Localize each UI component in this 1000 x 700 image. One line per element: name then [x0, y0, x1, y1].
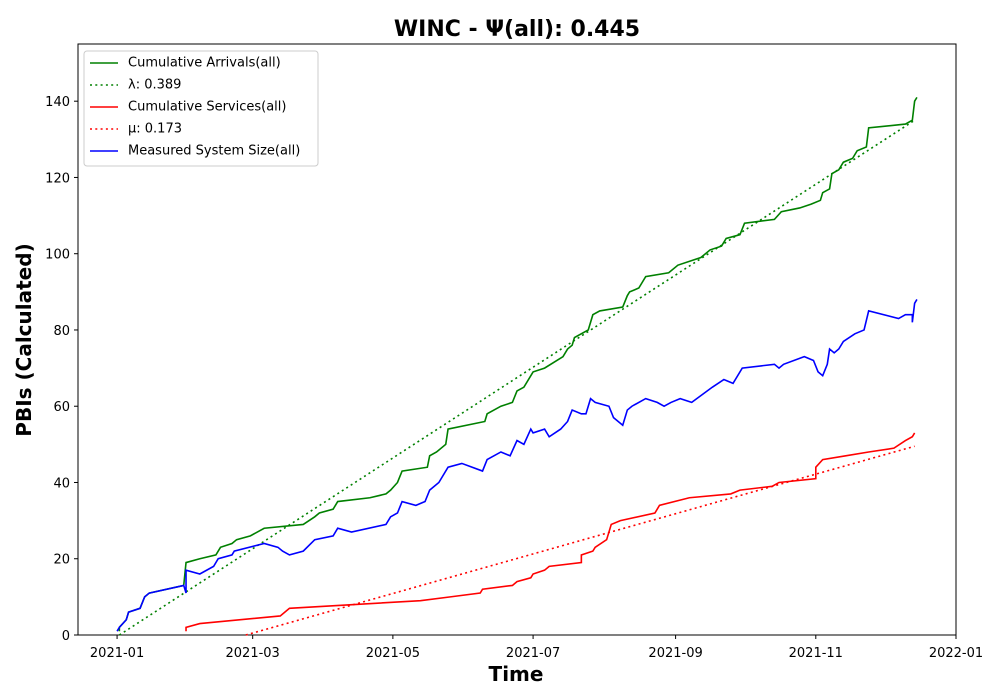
y-tick-label: 120 — [45, 171, 70, 186]
y-tick-label: 0 — [62, 629, 70, 644]
x-tick-label: 2021-01 — [90, 646, 144, 661]
legend-label: λ: 0.389 — [128, 78, 181, 93]
x-tick-label: 2021-11 — [789, 646, 843, 661]
series-line — [118, 96, 918, 632]
x-tick-label: 2021-05 — [366, 646, 420, 661]
legend-label: μ: 0.173 — [128, 122, 182, 137]
legend-label: Cumulative Arrivals(all) — [128, 56, 281, 71]
x-tick-label: 2021-09 — [648, 646, 702, 661]
series-line — [116, 299, 918, 632]
x-tick-label: 2022-01 — [929, 646, 983, 661]
x-axis-label: Time — [489, 662, 544, 686]
legend-label: Measured System Size(all) — [128, 144, 300, 159]
x-tick-label: 2021-07 — [506, 646, 560, 661]
series-line — [185, 432, 916, 632]
y-tick-label: 60 — [53, 400, 70, 415]
y-tick-label: 80 — [53, 324, 70, 339]
legend-label: Cumulative Services(all) — [128, 100, 286, 115]
legend-frame — [83, 50, 319, 167]
plot-frame — [77, 43, 957, 636]
y-tick-label: 20 — [53, 553, 70, 568]
y-axis-label: PBIs (Calculated) — [12, 243, 36, 436]
legend: Cumulative Arrivals(all) λ: 0.389 Cumulati… — [83, 50, 319, 167]
x-tick-label: 2021-03 — [226, 646, 280, 661]
series-line — [245, 445, 915, 636]
y-tick-label: 140 — [45, 95, 70, 110]
chart-title: WINC - Ψ(all): 0.445 — [394, 17, 640, 42]
y-tick-label: 40 — [53, 476, 70, 491]
series-line — [118, 119, 916, 636]
y-tick-label: 100 — [45, 248, 70, 263]
